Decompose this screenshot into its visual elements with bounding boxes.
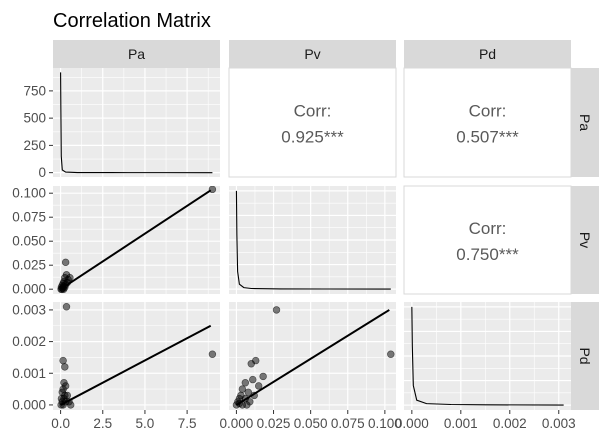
scatter-point <box>61 363 69 371</box>
y-tick-label: 0.000 <box>12 282 46 297</box>
panel-Pv-Pv <box>229 186 396 294</box>
density-line-Pa <box>60 72 213 174</box>
scatter-marks <box>57 303 217 409</box>
strip-top-Pv <box>229 40 396 68</box>
corr-panel-border <box>403 185 572 295</box>
y-tick-label: 250 <box>23 138 46 153</box>
x-tick-label: 0.003 <box>542 416 576 431</box>
panels-layer: Corr: 0.925*** Corr: 0.507*** Corr: 0.750*** <box>53 67 572 410</box>
panel-background <box>53 302 220 410</box>
panel-Pa-Pv: Corr: 0.925*** <box>228 67 397 178</box>
panel-Pa-Pd: Corr: 0.507*** <box>403 67 572 178</box>
y-tick-label: 0.075 <box>12 210 46 225</box>
scatter-marks <box>232 306 395 409</box>
ticks-layer: 02505007500.0000.0250.0500.0750.1000.000… <box>12 83 575 431</box>
panel-Pd-Pv <box>229 302 396 410</box>
corr-value: 0.750*** <box>456 245 519 264</box>
strip-top-label-Pa: Pa <box>128 46 145 62</box>
strip-right-label-Pv: Pv <box>577 232 593 248</box>
strip-top-label-Pv: Pv <box>304 46 320 62</box>
x-tick-label: 2.5 <box>93 416 112 431</box>
strip-right-Pd <box>571 302 599 410</box>
scatter-point <box>66 273 74 282</box>
panel-Pd-Pd <box>404 302 571 410</box>
strip-right-Pv <box>571 186 599 294</box>
corr-label: Corr: <box>294 102 332 121</box>
corr-value: 0.507*** <box>456 128 519 147</box>
chart-title: Correlation Matrix <box>53 10 211 32</box>
x-tick-label: 5.0 <box>136 416 155 431</box>
x-tick-label: 0.050 <box>294 416 328 431</box>
strip-right-label-Pd: Pd <box>577 347 593 364</box>
corr-panel-border <box>403 67 572 178</box>
y-tick-label: 0.000 <box>12 397 46 412</box>
scatter-point <box>272 306 281 314</box>
strip-top-Pd <box>404 40 571 68</box>
x-tick-label: 7.5 <box>178 416 197 431</box>
density-line-Pd <box>411 306 564 406</box>
corr-label: Corr: <box>469 102 507 121</box>
y-tick-label: 0.003 <box>12 302 46 317</box>
fit-line <box>60 324 212 406</box>
strip-right-label-Pa: Pa <box>577 114 593 131</box>
y-tick-label: 0.002 <box>12 334 46 349</box>
x-tick-label: 0.0 <box>51 416 70 431</box>
y-tick-label: 0.025 <box>12 258 46 273</box>
scatter-point <box>62 303 71 311</box>
corr-value: 0.925*** <box>281 128 344 147</box>
panel-Pv-Pa <box>53 186 220 294</box>
y-tick-label: 750 <box>23 83 46 98</box>
scatter-point <box>387 350 395 358</box>
x-tick-label: 0.000 <box>395 416 429 431</box>
scatter-point <box>249 375 257 384</box>
x-tick-label: 0.001 <box>444 416 478 431</box>
fit-line <box>60 189 212 291</box>
strips-layer: Pa Pv Pd Pa Pv Pd <box>53 40 599 410</box>
y-tick-label: 0.050 <box>12 234 46 249</box>
x-tick-label: 0.075 <box>331 416 365 431</box>
scatter-point <box>208 350 217 358</box>
scatter-point <box>259 372 267 381</box>
corr-label: Corr: <box>469 219 507 238</box>
strip-right-Pa <box>571 68 599 177</box>
scatter-point <box>59 356 67 365</box>
x-tick-label: 0.002 <box>493 416 527 431</box>
panel-Pd-Pa <box>53 302 220 410</box>
x-tick-label: 0.025 <box>257 416 291 431</box>
scatter-marks <box>57 186 217 293</box>
y-tick-label: 0 <box>38 165 46 180</box>
panel-Pa-Pa <box>53 68 220 177</box>
scatter-point <box>241 379 250 387</box>
y-tick-label: 500 <box>23 111 46 126</box>
corr-panel-border <box>228 67 397 178</box>
x-tick-label: 0.000 <box>220 416 254 431</box>
scatter-point <box>67 401 75 409</box>
panel-Pv-Pd: Corr: 0.750*** <box>403 185 572 295</box>
strip-top-label-Pd: Pd <box>479 46 496 62</box>
scatter-point <box>243 401 251 409</box>
panel-background <box>53 68 220 177</box>
fit-line <box>235 309 390 406</box>
strip-top-Pa <box>53 40 220 68</box>
y-tick-label: 0.100 <box>12 186 46 201</box>
scatter-point <box>244 388 252 396</box>
density-line-Pv <box>235 190 391 290</box>
scatter-point <box>247 360 255 368</box>
x-tick-label: 0.100 <box>368 416 402 431</box>
scatter-point <box>254 382 263 390</box>
scatter-point <box>61 258 70 267</box>
y-tick-label: 0.001 <box>12 366 46 381</box>
